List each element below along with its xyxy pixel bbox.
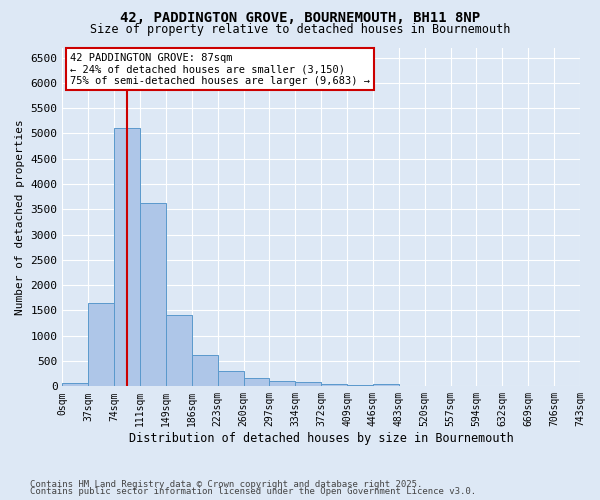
Bar — [62, 382, 88, 386]
Text: Size of property relative to detached houses in Bournemouth: Size of property relative to detached ho… — [90, 22, 510, 36]
X-axis label: Distribution of detached houses by size in Bournemouth: Distribution of detached houses by size … — [129, 432, 514, 445]
Y-axis label: Number of detached properties: Number of detached properties — [15, 119, 25, 315]
Bar — [373, 384, 399, 386]
Bar — [295, 382, 321, 386]
Bar — [218, 370, 244, 386]
Bar — [166, 315, 192, 386]
Bar — [321, 384, 347, 386]
Bar — [347, 385, 373, 386]
Bar — [140, 204, 166, 386]
Text: 42 PADDINGTON GROVE: 87sqm
← 24% of detached houses are smaller (3,150)
75% of s: 42 PADDINGTON GROVE: 87sqm ← 24% of deta… — [70, 52, 370, 86]
Bar — [192, 356, 218, 386]
Text: Contains public sector information licensed under the Open Government Licence v3: Contains public sector information licen… — [30, 488, 476, 496]
Bar — [269, 380, 295, 386]
Text: Contains HM Land Registry data © Crown copyright and database right 2025.: Contains HM Land Registry data © Crown c… — [30, 480, 422, 489]
Bar — [114, 128, 140, 386]
Bar — [244, 378, 269, 386]
Bar — [88, 304, 114, 386]
Text: 42, PADDINGTON GROVE, BOURNEMOUTH, BH11 8NP: 42, PADDINGTON GROVE, BOURNEMOUTH, BH11 … — [120, 12, 480, 26]
